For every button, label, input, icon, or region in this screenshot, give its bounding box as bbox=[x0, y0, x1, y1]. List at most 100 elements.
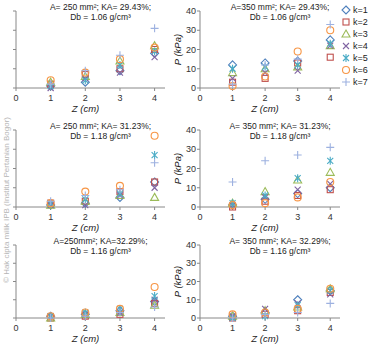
point bbox=[326, 20, 334, 28]
point bbox=[229, 178, 237, 186]
point bbox=[151, 44, 158, 51]
point bbox=[295, 187, 301, 193]
y-tick bbox=[197, 187, 200, 188]
x-tick-label: 4 bbox=[328, 93, 333, 103]
panel: 01234Z (cm)A=250mm²; KA=32.29%;Db = 1.16… bbox=[13, 236, 165, 344]
x-tick-label: 3 bbox=[117, 212, 122, 222]
series bbox=[48, 47, 158, 90]
series bbox=[47, 132, 158, 206]
point bbox=[151, 24, 159, 32]
x-tick-label: 2 bbox=[263, 212, 268, 222]
series bbox=[48, 54, 158, 91]
x-tick-label: 1 bbox=[48, 323, 53, 333]
x-tick bbox=[330, 88, 331, 91]
series bbox=[230, 43, 334, 82]
y-tick bbox=[13, 299, 16, 300]
panel-title: Db = 1.18 g/cm³ bbox=[250, 131, 311, 141]
series bbox=[229, 143, 335, 186]
point bbox=[295, 174, 301, 182]
x-tick-label: 3 bbox=[295, 323, 300, 333]
y-tick bbox=[197, 263, 200, 264]
panel-title: A= 350 mm²; KA= 31.23%; bbox=[229, 121, 330, 131]
y-tick bbox=[197, 168, 200, 169]
point bbox=[294, 151, 302, 159]
x-axis bbox=[16, 207, 165, 208]
series bbox=[47, 44, 158, 84]
x-axis-label: Z (cm) bbox=[71, 333, 99, 344]
series bbox=[230, 54, 334, 85]
y-tick-label: 30 bbox=[186, 25, 196, 35]
y-tick bbox=[13, 88, 16, 89]
y-axis-label: P (kPa) bbox=[172, 153, 183, 184]
legend-label: k=3 bbox=[353, 29, 368, 39]
series bbox=[229, 27, 334, 90]
x-tick-label: 2 bbox=[83, 93, 88, 103]
series bbox=[230, 181, 334, 208]
x-tick-label: 1 bbox=[230, 93, 235, 103]
point bbox=[261, 61, 269, 69]
point bbox=[230, 199, 236, 207]
panel-title: Db = 1.18 g/cm³ bbox=[70, 131, 131, 141]
x-tick bbox=[330, 207, 331, 210]
y-tick-label: 30 bbox=[186, 144, 196, 154]
series bbox=[47, 178, 159, 209]
series bbox=[230, 291, 334, 319]
y-tick bbox=[197, 245, 200, 246]
x-tick bbox=[119, 207, 120, 210]
panel: 01234010203040Z (cm)P (kPa)A= 350 mm²; K… bbox=[172, 121, 340, 233]
series bbox=[229, 168, 335, 206]
series bbox=[229, 285, 334, 318]
point bbox=[151, 303, 159, 311]
point bbox=[151, 193, 159, 200]
legend-marker bbox=[343, 43, 349, 49]
y-tick bbox=[197, 149, 200, 150]
series bbox=[229, 285, 335, 319]
legend-marker bbox=[342, 78, 350, 86]
chart: © Hak cipta milik IPB (Institut Pertania… bbox=[0, 0, 378, 350]
x-axis bbox=[200, 207, 340, 208]
legend: k=1k=2k=3k=4k=5k=6k=7 bbox=[342, 5, 368, 87]
series bbox=[48, 47, 158, 88]
point bbox=[327, 157, 333, 165]
x-tick-label: 0 bbox=[13, 323, 18, 333]
legend-label: k=4 bbox=[353, 41, 368, 51]
point bbox=[47, 80, 55, 88]
y-tick bbox=[197, 130, 200, 131]
marks bbox=[229, 20, 335, 89]
x-tick-label: 4 bbox=[152, 212, 157, 222]
point bbox=[151, 283, 158, 290]
series bbox=[229, 36, 335, 69]
x-tick-label: 1 bbox=[230, 323, 235, 333]
point bbox=[326, 168, 334, 175]
point bbox=[294, 194, 301, 201]
x-tick-label: 0 bbox=[13, 212, 18, 222]
series bbox=[47, 24, 159, 88]
series bbox=[229, 20, 335, 88]
y-tick bbox=[13, 281, 16, 282]
x-tick-label: 3 bbox=[117, 323, 122, 333]
point bbox=[262, 191, 268, 199]
point bbox=[152, 185, 158, 191]
y-tick bbox=[13, 168, 16, 169]
y-tick-label: 30 bbox=[186, 258, 196, 268]
y-tick bbox=[13, 318, 16, 319]
x-tick bbox=[297, 207, 298, 210]
x-tick-label: 2 bbox=[263, 323, 268, 333]
series bbox=[230, 287, 334, 322]
point bbox=[230, 315, 236, 321]
series bbox=[229, 178, 334, 208]
point bbox=[261, 310, 269, 318]
legend-marker bbox=[342, 30, 350, 37]
y-tick bbox=[13, 68, 16, 69]
point bbox=[294, 55, 302, 63]
point bbox=[229, 202, 236, 209]
series bbox=[48, 179, 158, 206]
point bbox=[48, 315, 54, 321]
y-tick bbox=[197, 30, 200, 31]
x-axis-label: Z (cm) bbox=[250, 222, 278, 233]
point bbox=[294, 48, 301, 55]
marks bbox=[47, 132, 159, 209]
y-tick-label: 10 bbox=[186, 64, 196, 74]
point bbox=[152, 151, 158, 159]
x-tick-label: 3 bbox=[295, 212, 300, 222]
